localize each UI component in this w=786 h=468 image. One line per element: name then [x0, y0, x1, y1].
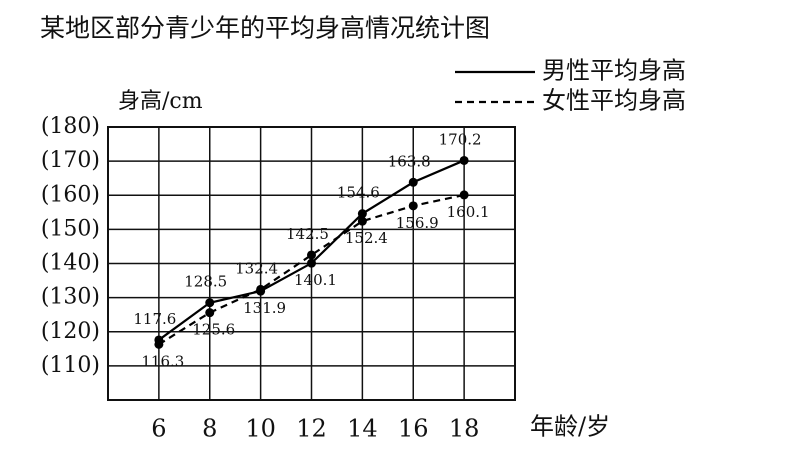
x-tick-label: 8	[202, 415, 217, 443]
x-tick-label: 16	[398, 415, 429, 443]
legend-label: 女性平均身高	[542, 87, 686, 115]
x-tick-label: 18	[449, 415, 480, 443]
data-label: 170.2	[439, 130, 482, 148]
chart-title: 某地区部分青少年的平均身高情况统计图	[40, 14, 490, 43]
legend-label: 男性平均身高	[542, 57, 686, 85]
y-tick-label: (180)	[41, 114, 100, 139]
y-tick-label: (160)	[41, 182, 100, 207]
y-tick-label: (170)	[41, 148, 100, 173]
x-tick-label: 6	[151, 415, 166, 443]
y-tick-label: (120)	[41, 319, 100, 344]
data-label: 163.8	[388, 152, 431, 170]
y-tick-label: (130)	[41, 285, 100, 310]
data-label: 128.5	[184, 273, 227, 291]
point	[205, 308, 215, 318]
point	[256, 284, 266, 294]
data-label: 132.4	[235, 259, 278, 277]
point	[307, 250, 316, 260]
data-label: 117.6	[133, 310, 176, 328]
point	[357, 216, 367, 226]
data-label: 142.5	[286, 225, 329, 243]
data-label: 140.1	[294, 271, 337, 289]
data-label: 152.4	[345, 229, 388, 247]
x-tick-label: 10	[245, 415, 276, 443]
x-tick-label: 14	[347, 415, 378, 443]
x-axis-label: 年龄/岁	[530, 413, 610, 441]
data-label: 131.9	[243, 299, 286, 317]
point	[408, 201, 418, 211]
data-label: 116.3	[141, 352, 184, 370]
point	[408, 177, 418, 187]
data-label: 154.6	[337, 184, 380, 202]
point	[459, 155, 469, 165]
y-tick-label: (150)	[41, 216, 100, 241]
point	[459, 190, 469, 200]
data-label: 160.1	[447, 203, 490, 221]
y-tick-label: (140)	[41, 251, 100, 276]
point	[205, 298, 215, 308]
data-label: 156.9	[396, 214, 439, 232]
data-label: 125.6	[192, 321, 235, 339]
y-axis-label: 身高/cm	[118, 89, 203, 114]
y-tick-label: (110)	[41, 353, 100, 378]
point	[154, 339, 164, 349]
point	[307, 258, 316, 268]
x-tick-label: 12	[296, 415, 327, 443]
point	[357, 209, 367, 219]
